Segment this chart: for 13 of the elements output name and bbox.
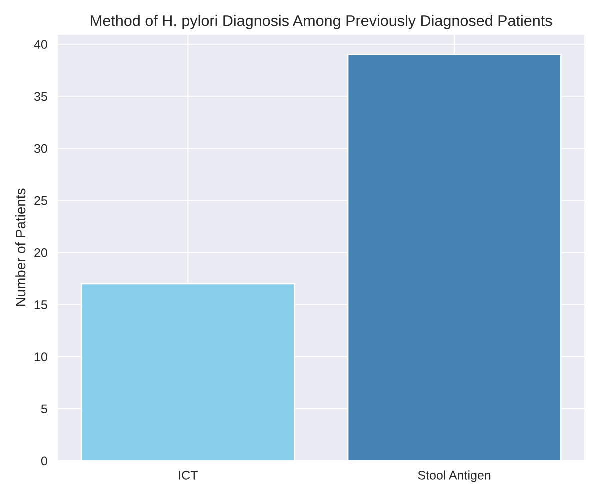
chart-title: Method of H. pylori Diagnosis Among Previously Diagnosed Patients (91, 15, 552, 30)
y-tick-label: 30 (34, 144, 48, 154)
y-tick-label: 40 (34, 40, 48, 50)
y-tick-label: 5 (41, 404, 48, 414)
y-tick-label: 10 (34, 352, 48, 362)
y-tick-label: 0 (41, 456, 48, 466)
x-tick-label: Stool Antigen (418, 470, 491, 482)
y-tick-label: 15 (34, 300, 48, 310)
y-tick-label: 25 (34, 196, 48, 206)
y-tick-label: 35 (34, 92, 48, 102)
x-tick-label: ICT (179, 471, 198, 480)
y-axis-title: Number of Patients (15, 188, 26, 306)
y-tick-label: 20 (34, 248, 48, 258)
